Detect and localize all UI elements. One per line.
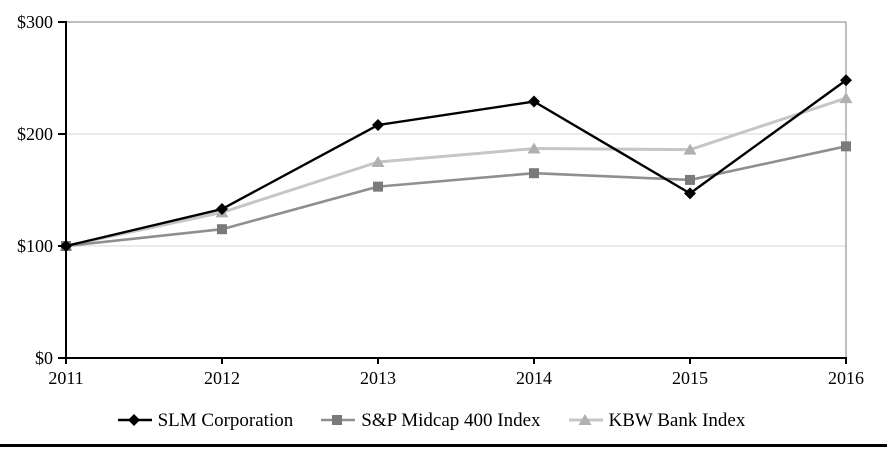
chart-legend: SLM Corporation S&P Midcap 400 Index KBW B… (0, 405, 887, 435)
triangle-marker-icon (568, 414, 603, 425)
marker-diamond-slm-corporation (60, 240, 72, 252)
marker-triangle-kbw-bank-index (371, 156, 385, 167)
legend-item-slm-corporation: SLM Corporation (117, 409, 294, 431)
y-tick-label: $200 (17, 124, 53, 144)
legend-item-s-p-midcap-400-index: S&P Midcap 400 Index (321, 409, 541, 431)
series-line-kbw-bank-index (65, 96, 847, 248)
square-marker-icon (321, 415, 356, 425)
y-tick-label: $0 (35, 348, 53, 368)
marker-triangle-kbw-bank-index (683, 143, 697, 155)
x-tick-label: 2014 (516, 368, 552, 388)
marker-diamond-slm-corporation (528, 95, 540, 108)
x-tick-label: 2012 (204, 368, 240, 388)
diamond-marker-icon (117, 414, 152, 426)
legend-item-kbw-bank-index: KBW Bank Index (568, 409, 746, 431)
legend-label-slm-corporation: SLM Corporation (157, 409, 294, 431)
marker-square-s-p-midcap-400-index (373, 181, 383, 192)
series-line-slm-corporation (65, 79, 847, 248)
marker-diamond-slm-corporation (372, 119, 384, 132)
x-tick-label: 2013 (360, 368, 396, 388)
legend-label-s-p-midcap-400-index: S&P Midcap 400 Index (361, 409, 541, 431)
marker-square-s-p-midcap-400-index (529, 168, 539, 179)
x-tick-label: 2011 (48, 368, 83, 388)
marker-diamond-slm-corporation (840, 74, 852, 87)
chart-canvas: $0 $100 $200 $300 2011 2012 2013 2014 2015 2016 (17, 12, 864, 388)
horizontal-rule (0, 444, 887, 447)
marker-square-s-p-midcap-400-index (217, 224, 227, 235)
x-tick-label: 2015 (672, 368, 708, 388)
x-tick-label: 2016 (828, 368, 864, 388)
marker-triangle-kbw-bank-index (839, 92, 853, 104)
legend-label-kbw-bank-index: KBW Bank Index (608, 409, 746, 431)
marker-square-s-p-midcap-400-index (841, 141, 851, 152)
series-line-s-p-midcap-400-index (65, 145, 847, 248)
marker-square-s-p-midcap-400-index (685, 174, 695, 185)
y-tick-label: $100 (17, 236, 53, 256)
marker-diamond-slm-corporation (684, 187, 696, 200)
marker-diamond-slm-corporation (216, 203, 228, 216)
y-tick-label: $300 (17, 12, 53, 32)
marker-triangle-kbw-bank-index (527, 142, 541, 154)
